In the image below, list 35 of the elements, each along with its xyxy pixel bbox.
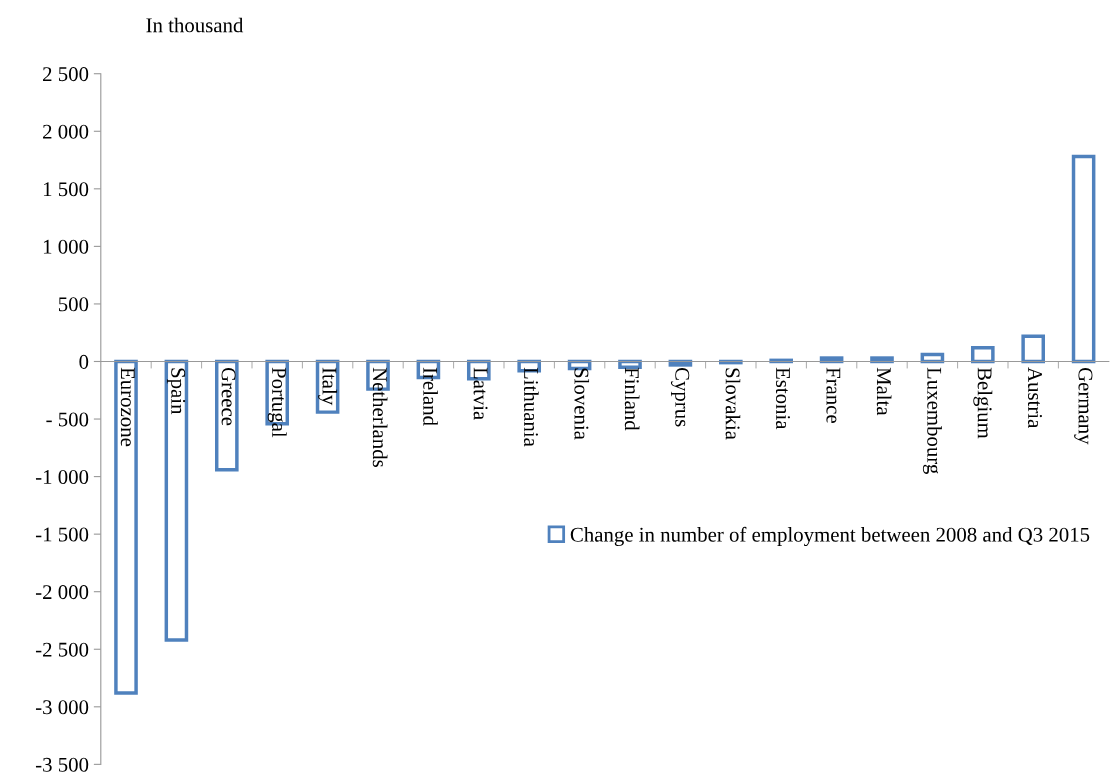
y-tick-label: 1 000 <box>43 239 89 254</box>
x-tick-label: France <box>826 367 841 423</box>
x-tick-label: Eurozone <box>120 367 135 447</box>
x-tick-label: Italy <box>318 367 338 406</box>
x-tick-label: Slovakia <box>725 368 741 440</box>
x-tick-label: Latvia <box>473 367 488 420</box>
x-tick-label: Slovenia <box>574 368 590 440</box>
x-tick-label: Belgium <box>973 367 993 439</box>
x-tick-label: Luxembourg <box>922 367 942 474</box>
x-tick-label: Malta <box>876 367 892 416</box>
y-tick-label: -3 000 <box>35 700 89 715</box>
x-tick-label: Netherlands <box>372 367 388 467</box>
x-tick-label: Ireland <box>423 367 438 426</box>
x-tick-label: Greece <box>221 367 236 426</box>
legend-label: Change in number of employment between 2008 and Q3 2015 <box>570 526 1090 547</box>
y-tick-label: 0 <box>79 354 89 369</box>
y-tick-label: -1 500 <box>35 527 89 542</box>
x-tick-label: Germany <box>1074 367 1093 445</box>
y-tick-label: 1 500 <box>43 182 89 197</box>
y-axis-title: In thousand <box>146 17 244 33</box>
x-tick-label: Finland <box>624 367 640 431</box>
x-tick-label: Portugal <box>267 367 287 438</box>
y-tick-label: 2 500 <box>43 67 89 82</box>
x-tick-label: Lithuania <box>523 367 539 447</box>
y-tick-label: 500 <box>58 297 89 312</box>
x-tick-label: Austria <box>1027 367 1042 429</box>
y-tick-label: -2 500 <box>35 642 89 657</box>
x-tick-label: Estonia <box>775 367 790 430</box>
x-tick-label: Spain <box>166 368 186 415</box>
y-tick-label: 2 000 <box>43 124 89 139</box>
y-tick-label: -3 500 <box>35 757 89 772</box>
x-tick-label: Cyprus <box>670 367 690 427</box>
y-tick-label: - 500 <box>46 412 89 427</box>
y-tick-label: -1 000 <box>35 469 89 485</box>
y-tick-label: -2 000 <box>35 585 89 600</box>
